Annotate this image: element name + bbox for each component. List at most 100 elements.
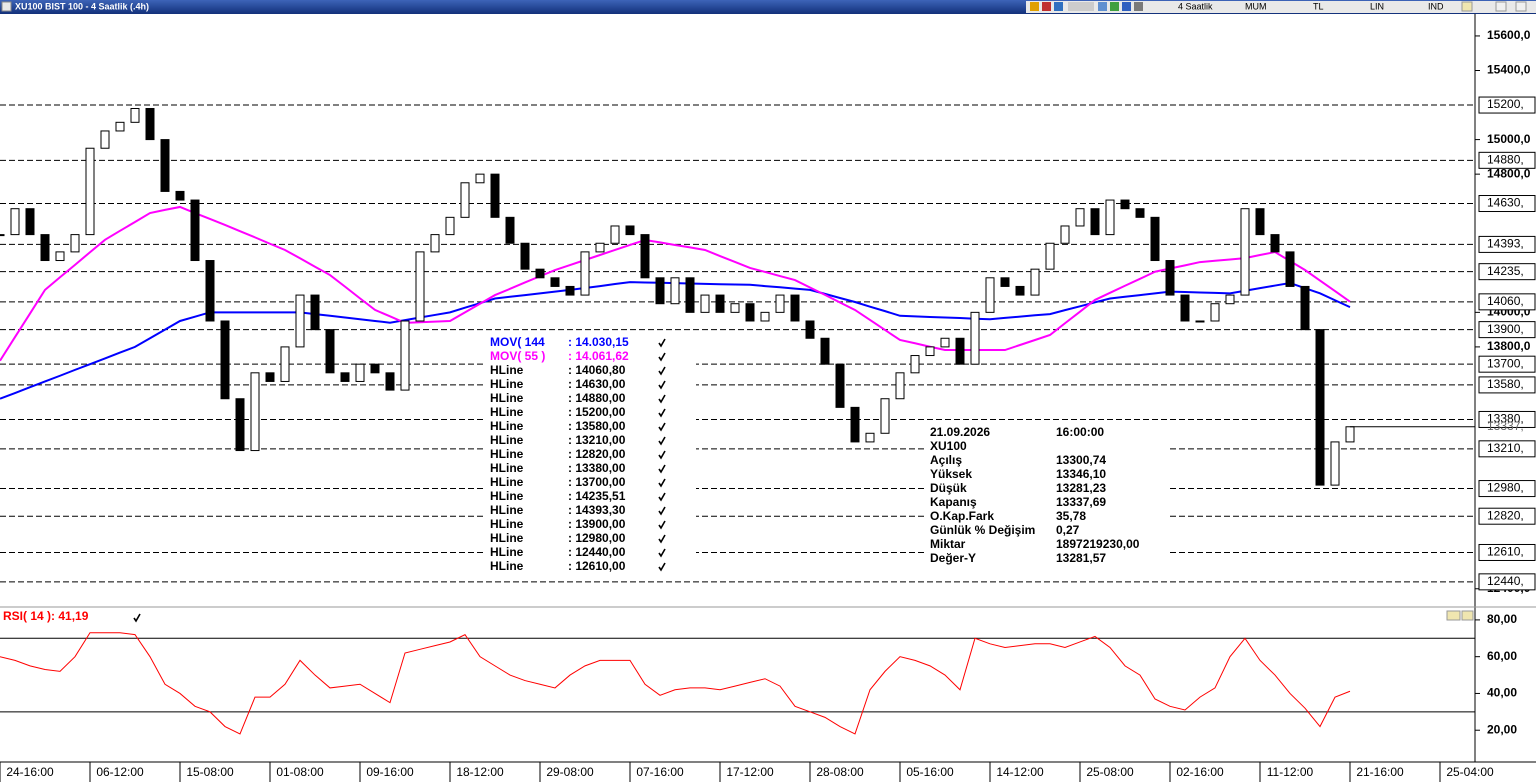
candle (235, 398, 245, 452)
legend-value: : 13210,00 (568, 433, 626, 447)
candle (550, 277, 560, 287)
check-icon (658, 366, 666, 376)
info-bg (926, 424, 1170, 566)
candle (1120, 199, 1130, 210)
legend-name: HLine (490, 447, 524, 461)
y-tick-label: 40,00 (1487, 686, 1517, 700)
legend-value: : 12610,00 (568, 559, 626, 573)
candle (160, 139, 170, 192)
candle (1180, 294, 1190, 322)
candle (865, 432, 875, 443)
tool-icon[interactable] (1122, 2, 1131, 11)
tool-icon[interactable] (1110, 2, 1119, 11)
pane-button[interactable] (1446, 610, 1461, 621)
candle (820, 337, 830, 365)
info-value: 35,78 (1056, 509, 1086, 523)
y-tick-label: 15400,0 (1487, 63, 1531, 77)
check-icon (658, 394, 666, 404)
candle (1105, 199, 1115, 236)
tool-icon[interactable] (1068, 2, 1094, 11)
legend-value: : 12820,00 (568, 447, 626, 461)
x-tick-label: 17-12:00 (726, 765, 774, 779)
tool-icon[interactable] (1042, 2, 1051, 11)
candle (190, 199, 200, 262)
info-label: Miktar (930, 537, 966, 551)
candle (1210, 303, 1220, 322)
info-label: Yüksek (930, 467, 972, 481)
candle (625, 225, 635, 236)
candle (445, 216, 455, 236)
hline-axis-label: 13900, (1487, 322, 1524, 336)
check-icon (658, 338, 666, 348)
check-icon (658, 380, 666, 390)
y-tick-label: 14800,0 (1487, 166, 1531, 180)
candle (340, 372, 350, 382)
tool-icon[interactable] (1054, 2, 1063, 11)
tool-icon[interactable] (1098, 2, 1107, 11)
check-icon (133, 613, 141, 623)
check-icon (658, 562, 666, 572)
y-tick-label: 80,00 (1487, 612, 1517, 626)
candle (0, 234, 5, 237)
candle (415, 251, 425, 322)
candle (145, 107, 155, 141)
hline-axis-label: 12820, (1487, 508, 1524, 522)
candle (925, 346, 935, 357)
legend-name: HLine (490, 391, 524, 405)
legend-value: : 14.061,62 (568, 349, 629, 363)
hline-axis-label: 12610, (1487, 545, 1524, 559)
candle (775, 294, 785, 313)
candle (1270, 234, 1280, 253)
x-tick-label: 21-16:00 (1356, 765, 1404, 779)
info-value: 0,27 (1056, 523, 1080, 537)
candle (670, 277, 680, 305)
candle (55, 251, 65, 262)
x-tick-label: 25-08:00 (1086, 765, 1134, 779)
hline-axis-box (1478, 410, 1536, 428)
toolbar-item: 4 Saatlik (1178, 1, 1213, 11)
check-icon (658, 436, 666, 446)
candle (1075, 208, 1085, 227)
candle (40, 234, 50, 262)
hline-axis-box (1478, 151, 1536, 169)
hline-axis-label: 13700, (1487, 356, 1524, 370)
tool-icon[interactable] (1030, 2, 1039, 11)
close-button[interactable] (1515, 1, 1527, 12)
pane-close[interactable] (1461, 610, 1474, 621)
rsi-line (0, 632, 1351, 735)
info-label: Açılış (930, 453, 962, 467)
tool-icon[interactable] (1134, 2, 1143, 11)
candle (1225, 294, 1235, 305)
hline-axis-label: 13580, (1487, 377, 1524, 391)
check-icon (658, 520, 666, 530)
candle (25, 208, 35, 236)
hline-axis-label: 14393, (1487, 237, 1524, 251)
info-symbol: XU100 (930, 439, 967, 453)
candle (955, 337, 965, 365)
x-tick-label: 28-08:00 (816, 765, 864, 779)
info-label: Günlük % Değişim (930, 523, 1035, 537)
candle (1135, 208, 1145, 218)
candle (430, 234, 440, 253)
candle (100, 130, 110, 149)
toolbar-item: TL (1313, 1, 1324, 11)
minimize-button[interactable] (1461, 1, 1473, 12)
legend-value: : 12440,00 (568, 545, 626, 559)
hline-axis-box (1478, 480, 1536, 498)
candle (1345, 426, 1355, 443)
candle (790, 294, 800, 322)
candle (400, 320, 410, 391)
legend-value: : 14393,30 (568, 503, 626, 517)
hline-axis-box (1478, 321, 1536, 339)
legend-name: HLine (490, 559, 524, 573)
info-label: Düşük (930, 481, 967, 495)
legend-name: HLine (490, 405, 524, 419)
restore-button[interactable] (1495, 1, 1507, 12)
candle (850, 406, 860, 443)
legend-value: : 13700,00 (568, 475, 626, 489)
candle (535, 268, 545, 279)
hline-axis-label: 14060, (1487, 294, 1524, 308)
hline-axis-box (1478, 293, 1536, 311)
